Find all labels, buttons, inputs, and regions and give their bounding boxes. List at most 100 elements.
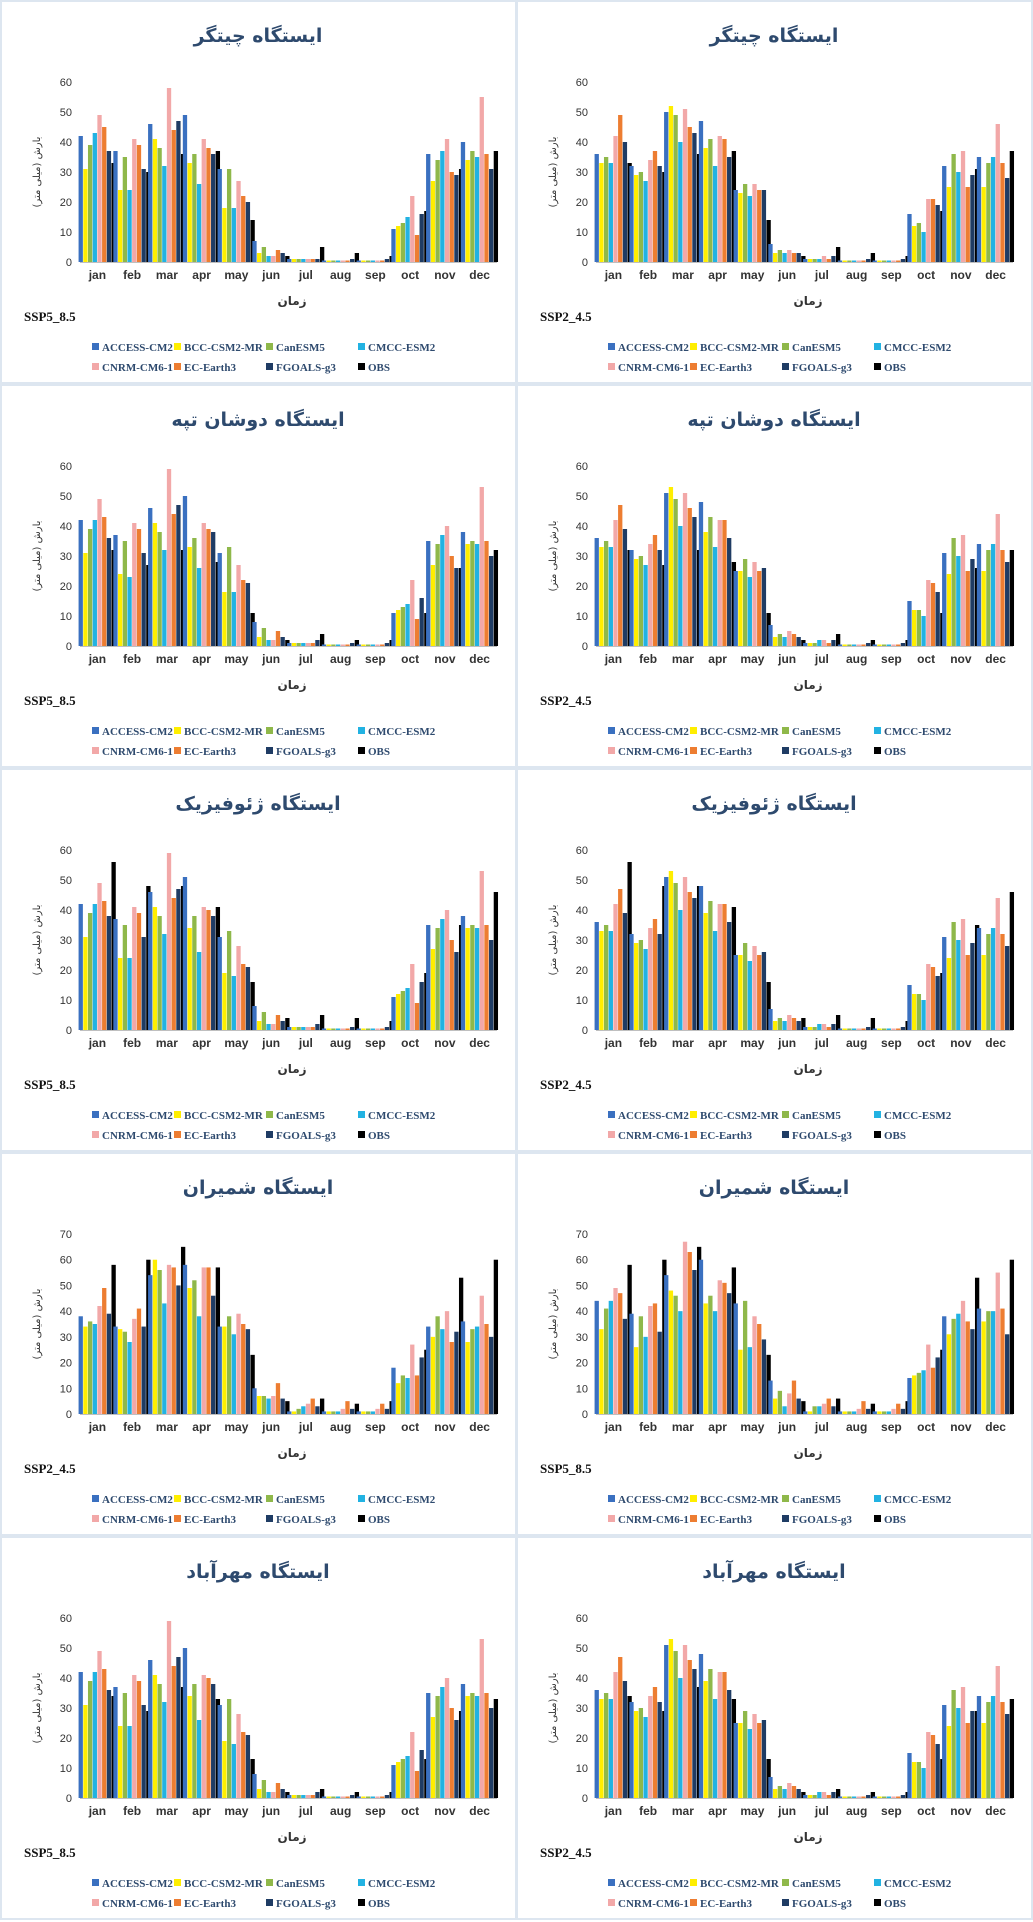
bar: [727, 922, 732, 1030]
y-tick-label: 60: [60, 461, 72, 473]
legend-label: OBS: [884, 1514, 906, 1526]
bar: [106, 538, 112, 646]
x-tick-label: oct: [401, 1804, 419, 1818]
bar: [866, 1027, 871, 1030]
bar: [152, 907, 158, 1030]
bar: [319, 1015, 325, 1030]
bar: [384, 643, 390, 646]
bar: [768, 1009, 773, 1030]
bar: [782, 637, 787, 646]
x-axis-label: زمان: [793, 1830, 822, 1844]
bar: [97, 1651, 102, 1798]
x-tick-label: jul: [814, 1036, 829, 1050]
bar: [454, 952, 459, 1030]
bar: [664, 1645, 669, 1798]
y-tick-label: 30: [60, 167, 72, 179]
legend-label: EC-Earth3: [184, 1130, 236, 1142]
bar: [698, 121, 704, 262]
bar: [837, 260, 843, 262]
chart-panel: ایستگاه چیتگر 0 10 20 30 40 50 60 بارش (میلی متر…: [516, 0, 1033, 384]
bar: [152, 523, 158, 646]
bar: [747, 577, 752, 646]
bar: [296, 643, 301, 646]
x-tick-label: sep: [365, 1420, 386, 1434]
bar: [345, 1028, 350, 1030]
bar: [166, 469, 172, 646]
x-tick-label: may: [224, 1804, 248, 1818]
bar: [176, 505, 181, 646]
bar-chart: ایستگاه چیتگر 0 10 20 30 40 50 60 بارش (میلی متر…: [24, 24, 499, 374]
bar: [400, 991, 406, 1030]
scenario-label: SSP2_4.5: [540, 693, 592, 708]
bar: [132, 139, 137, 262]
bar: [866, 643, 871, 646]
bar: [638, 940, 644, 1030]
bar: [226, 931, 232, 1030]
x-axis-label: زمان: [793, 1446, 822, 1460]
bar: [118, 1726, 123, 1798]
bar: [951, 538, 956, 646]
bar: [1009, 892, 1015, 1030]
bar: [201, 1267, 206, 1414]
bar: [791, 1018, 797, 1030]
bar: [801, 1018, 806, 1030]
bar: [113, 1687, 118, 1798]
bar: [241, 1732, 246, 1798]
bar: [102, 127, 107, 262]
legend-swatch: [874, 1515, 881, 1522]
bar: [321, 644, 327, 646]
x-tick-label: may: [740, 268, 764, 282]
bar: [946, 187, 952, 262]
legend-swatch: [608, 1879, 615, 1886]
bar: [896, 1796, 901, 1798]
bar: [157, 916, 162, 1030]
y-tick-label: 20: [60, 965, 72, 977]
bar: [217, 553, 222, 646]
bar: [921, 1000, 926, 1030]
bar: [345, 1401, 350, 1414]
bar: [331, 644, 336, 646]
y-axis-label: بارش (میلی متر): [32, 137, 43, 208]
bar: [622, 1318, 628, 1414]
bar: [687, 508, 692, 646]
bar: [78, 136, 83, 262]
bar: [935, 1744, 940, 1798]
bar: [687, 1660, 692, 1798]
bar: [752, 184, 757, 262]
bar: [773, 1021, 778, 1030]
bar: [106, 1313, 112, 1414]
bar: [375, 1028, 380, 1030]
bar: [136, 913, 142, 1030]
bar: [354, 1018, 360, 1030]
legend-label: CMCC-ESM2: [884, 1110, 952, 1122]
bar: [916, 610, 922, 646]
legend-label: OBS: [884, 362, 906, 374]
bar: [222, 973, 227, 1030]
legend-swatch: [608, 747, 615, 754]
legend-swatch: [874, 727, 881, 734]
bar: [603, 1693, 609, 1798]
bar: [826, 1398, 831, 1414]
bar: [817, 640, 822, 646]
bar: [768, 1380, 773, 1414]
bar: [122, 925, 128, 1030]
bar: [113, 1326, 118, 1414]
bar: [396, 994, 401, 1030]
legend-label: ACCESS-CM2: [102, 1494, 173, 1506]
bar: [182, 877, 188, 1030]
bar: [206, 1678, 211, 1798]
bar: [470, 1329, 475, 1414]
bar: [618, 1657, 623, 1798]
bar: [226, 1316, 232, 1414]
bar: [673, 115, 678, 262]
bar: [87, 913, 93, 1030]
bar: [87, 1321, 93, 1414]
bar: [956, 172, 961, 262]
bar: [812, 259, 817, 262]
y-tick-label: 0: [582, 257, 588, 269]
x-tick-label: aug: [846, 268, 867, 282]
bar: [396, 1383, 401, 1414]
legend-swatch: [174, 1495, 181, 1502]
legend-label: EC-Earth3: [700, 1898, 752, 1910]
bar: [396, 1762, 401, 1798]
